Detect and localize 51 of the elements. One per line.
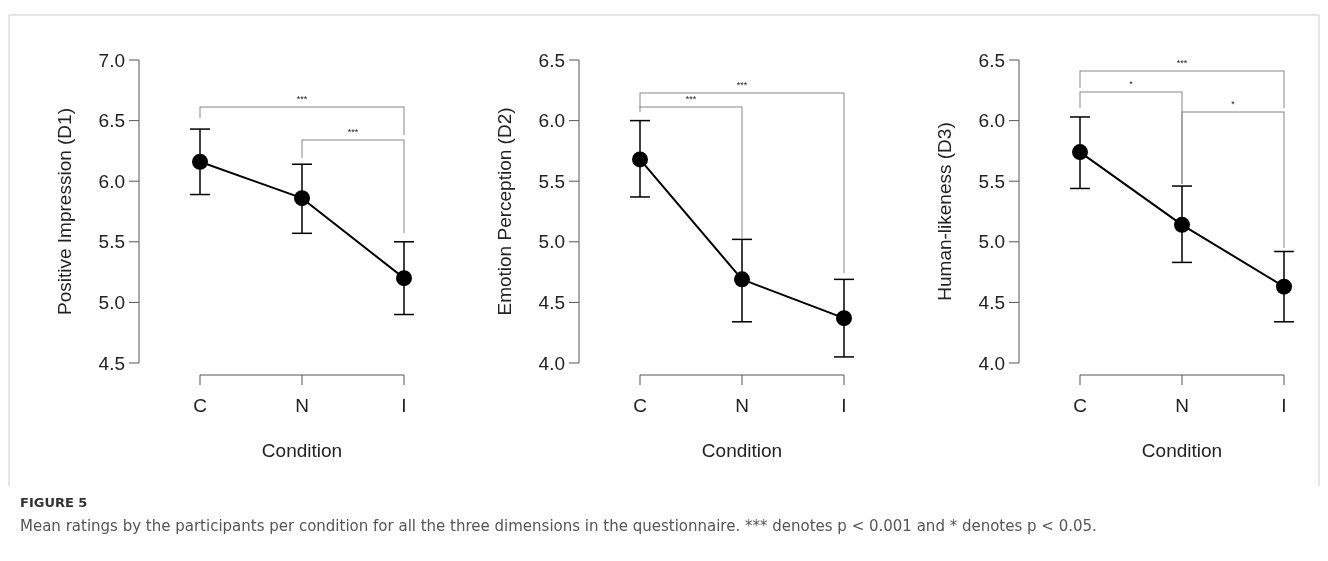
y-tick-label: 6.5 <box>98 110 125 132</box>
x-tick-label: N <box>1175 395 1189 416</box>
x-tick-label: I <box>401 395 407 416</box>
annotation: * <box>1231 99 1236 109</box>
y-tick-label: 6.5 <box>978 49 1005 71</box>
y-axis-title: Human-likeness (D3) <box>934 122 955 301</box>
y-tick-label: 6.5 <box>538 49 565 71</box>
annotation: *** <box>296 94 308 104</box>
text: Mean ratings by the participants per condition for all the three dimensions in the questionnaire. *** denotes p < 0.001 and * denotes p < 0.05. <box>20 517 1097 535</box>
y-tick-label: 5.0 <box>98 292 125 314</box>
x-axis-title: Condition <box>261 440 343 461</box>
y-tick-label: 5.0 <box>978 231 1005 253</box>
y-tick-label: 4.0 <box>978 352 1005 374</box>
y-tick-label: 4.5 <box>978 292 1005 314</box>
point <box>632 151 648 168</box>
y-tick-label: 5.5 <box>538 170 565 192</box>
x-tick-label: N <box>735 395 749 416</box>
caption: FIGURE 5 <box>20 495 88 510</box>
point <box>1072 144 1088 161</box>
x-tick-label: I <box>1281 395 1287 416</box>
point <box>396 270 412 287</box>
y-tick-label: 4.5 <box>538 292 565 314</box>
y-tick-label: 6.0 <box>538 110 565 132</box>
point <box>1174 216 1190 233</box>
y-tick-label: 5.0 <box>538 231 565 253</box>
annotation: *** <box>736 80 748 90</box>
annotation: * <box>1129 79 1134 89</box>
x-tick-label: C <box>193 395 207 416</box>
y-tick-label: 4.0 <box>538 352 565 374</box>
x-axis-title: Condition <box>1141 440 1223 461</box>
x-axis-title: Condition <box>701 440 783 461</box>
y-tick-label: 7.0 <box>98 49 125 71</box>
y-tick-label: 4.5 <box>98 352 125 374</box>
x-tick-label: C <box>1073 395 1087 416</box>
y-tick-label: 6.0 <box>978 110 1005 132</box>
y-tick-label: 5.5 <box>98 231 125 253</box>
annotation: *** <box>1176 58 1188 68</box>
point <box>836 310 852 327</box>
x-tick-label: N <box>295 395 309 416</box>
y-axis-title: Emotion Perception (D2) <box>494 107 515 316</box>
y-axis-title: Positive Impression (D1) <box>54 108 75 315</box>
x-tick-label: I <box>841 395 847 416</box>
x-tick-label: C <box>633 395 647 416</box>
annotation: *** <box>685 94 697 104</box>
point <box>294 190 310 207</box>
annotation: *** <box>347 127 359 137</box>
point <box>1276 278 1292 295</box>
point <box>192 153 208 170</box>
point <box>734 271 750 288</box>
y-tick-label: 6.0 <box>98 170 125 192</box>
y-tick-label: 5.5 <box>978 170 1005 192</box>
